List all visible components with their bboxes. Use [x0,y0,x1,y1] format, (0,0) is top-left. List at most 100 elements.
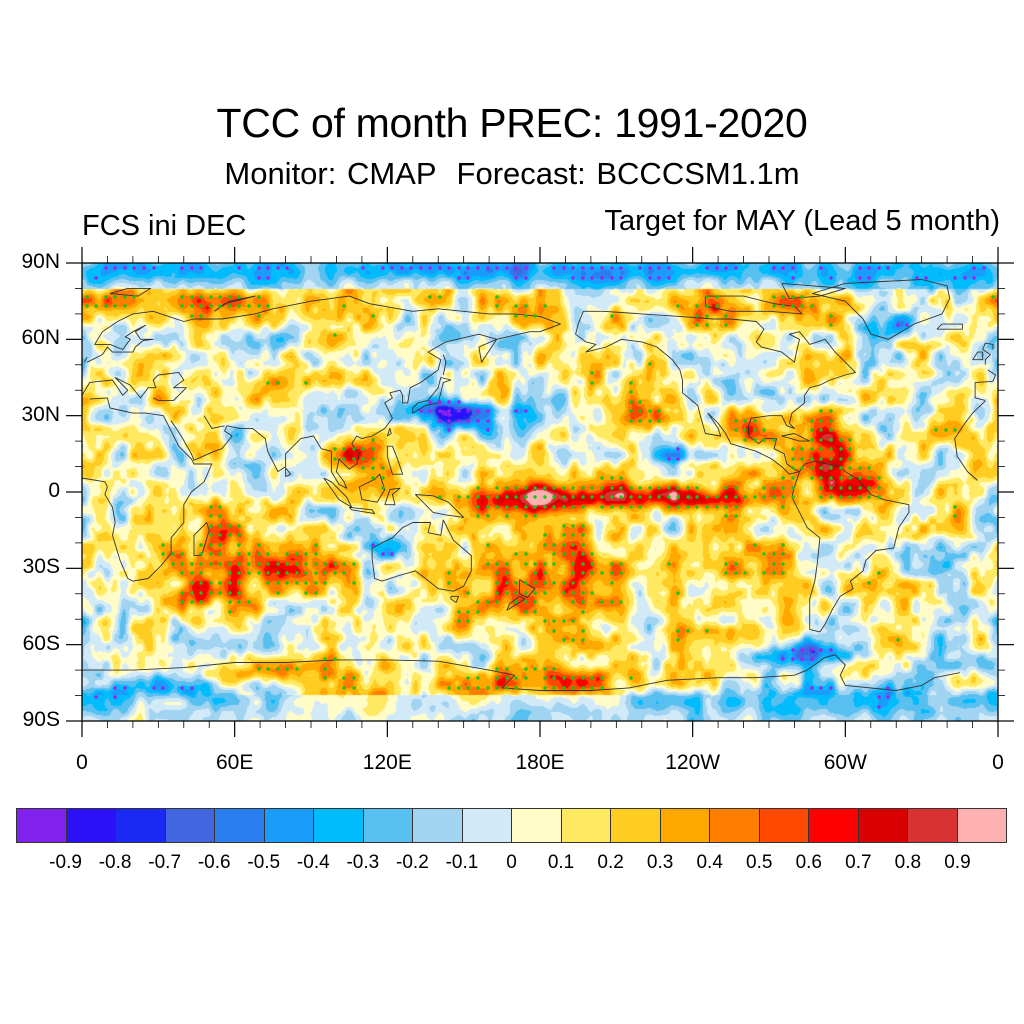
significant-positive-dot [590,495,594,499]
significant-positive-dot [218,581,222,585]
significant-positive-dot [342,304,346,308]
map-axes [66,247,1014,737]
significant-positive-dot [505,514,509,518]
significant-positive-dot [657,495,661,499]
coastline [442,354,447,376]
significant-negative-dot [180,686,184,690]
significant-positive-dot [772,571,776,575]
significant-positive-dot [562,543,566,547]
significant-positive-dot [495,304,499,308]
significant-positive-dot [466,591,470,595]
significant-negative-dot [886,695,890,699]
significant-positive-dot [209,295,213,299]
significant-positive-dot [247,304,251,308]
significant-positive-dot [104,304,108,308]
significant-negative-dot [819,686,823,690]
significant-negative-dot [886,266,890,270]
significant-positive-dot [314,562,318,566]
significant-positive-dot [495,581,499,585]
coastline [285,467,292,478]
significant-positive-dot [695,495,699,499]
significant-positive-dot [495,505,499,509]
significant-positive-dot [839,495,843,499]
significant-positive-dot [533,610,537,614]
significant-positive-dot [848,466,852,470]
significant-positive-dot [600,486,604,490]
significant-negative-dot [438,419,442,423]
significant-positive-dot [762,428,766,432]
significant-positive-dot [495,600,499,604]
lat-tick-label: 30S [22,555,60,579]
significant-positive-dot [476,686,480,690]
coastline [412,377,452,414]
significant-positive-dot [810,447,814,451]
significant-positive-dot [533,600,537,604]
significant-positive-dot [486,600,490,604]
significant-positive-dot [514,486,518,490]
significant-positive-dot [543,533,547,537]
significant-positive-dot [438,295,442,299]
significant-positive-dot [228,533,232,537]
lat-tick-label: 60N [21,326,60,350]
significant-positive-dot [476,610,480,614]
significant-negative-dot [152,266,156,270]
significant-positive-dot [867,486,871,490]
significant-positive-dot [839,466,843,470]
significant-negative-dot [924,276,928,280]
significant-positive-dot [514,495,518,499]
significant-positive-dot [581,686,585,690]
significant-positive-dot [667,505,671,509]
significant-positive-dot [524,581,528,585]
significant-positive-dot [524,486,528,490]
significant-negative-dot [791,648,795,652]
coastline [84,342,994,365]
significant-positive-dot [304,571,308,575]
main-title: TCC of month PREC: 1991-2020 [216,100,808,146]
significant-positive-dot [581,552,585,556]
significant-positive-dot [371,457,375,461]
coastline [86,295,996,489]
significant-positive-dot [638,419,642,423]
significant-negative-dot [142,266,146,270]
coastline [386,427,392,437]
significant-positive-dot [524,562,528,566]
colorbar-label: -0.2 [396,852,429,873]
significant-negative-dot [457,276,461,280]
significant-positive-dot [829,457,833,461]
significant-positive-dot [199,543,203,547]
significant-positive-dot [199,314,203,318]
significant-negative-dot [447,428,451,432]
significant-positive-dot [734,505,738,509]
significant-positive-dot [333,562,337,566]
significant-positive-dot [571,676,575,680]
coastline [519,579,536,599]
significant-positive-dot [218,562,222,566]
significant-positive-dot [571,505,575,509]
colorbar-label: 0.6 [795,852,822,873]
significant-positive-dot [476,676,480,680]
lon-tick-label: 0 [76,751,88,774]
coastline [203,415,225,429]
significant-positive-dot [629,381,633,385]
significant-positive-dot [495,571,499,575]
significant-positive-dot [381,466,385,470]
significant-positive-dot [590,381,594,385]
significant-positive-dot [762,486,766,490]
significant-negative-dot [810,648,814,652]
significant-positive-dot [667,562,671,566]
significant-positive-dot [199,600,203,604]
significant-positive-dot [132,295,136,299]
significant-positive-dot [543,543,547,547]
significant-positive-dot [457,686,461,690]
significant-positive-dot [562,686,566,690]
significant-negative-dot [581,266,585,270]
significant-positive-dot [877,486,881,490]
significant-negative-dot [590,276,594,280]
significant-positive-dot [562,676,566,680]
significant-negative-dot [514,266,518,270]
significant-negative-dot [715,266,719,270]
significant-positive-dot [218,514,222,518]
significant-positive-dot [543,304,547,308]
significant-positive-dot [505,505,509,509]
significant-positive-dot [342,676,346,680]
